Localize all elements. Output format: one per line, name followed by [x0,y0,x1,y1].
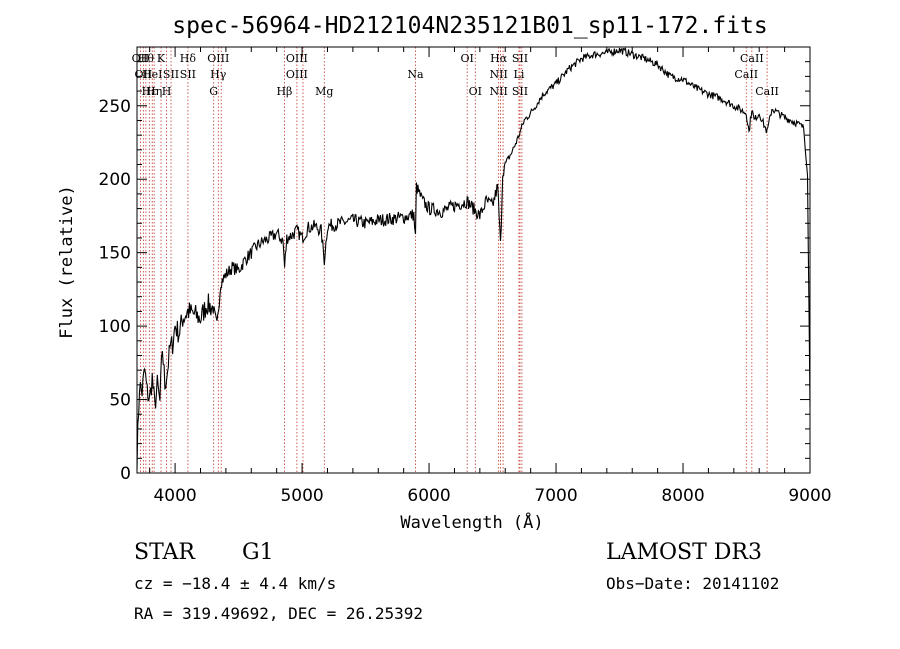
line-label: OIII [207,52,229,65]
line-label: SII [512,85,528,98]
y-tick-label: 150 [99,244,131,264]
line-label: SII [163,68,179,81]
y-axis-ticks: 0 50 100 150 200 250 [99,61,810,484]
line-label: CaII [740,52,764,65]
x-tick-label: 5000 [280,486,323,506]
line-label: OIII [286,52,308,65]
line-label: Mg [315,85,333,98]
y-tick-label: 50 [109,391,131,411]
plot-frame [136,46,811,474]
line-label: K [157,52,166,65]
y-tick-label: 0 [120,464,131,484]
line-label: NII [489,85,507,98]
line-label: NII [489,68,507,81]
line-label: Na [407,68,424,81]
y-tick-label: 100 [99,317,131,337]
line-label: OI [469,85,482,98]
line-label: Hδ [180,52,197,65]
y-tick-label: 200 [99,170,131,190]
line-label: Hγ [210,68,227,81]
x-axis-label: Wavelength (Å) [400,511,543,533]
y-axis-label: Flux (relative) [57,185,77,339]
x-tick-label: 9000 [788,486,831,506]
spectrum-line [136,47,811,471]
line-label: H [162,85,172,98]
line-label: OI [460,52,473,65]
y-tick-label: 250 [99,97,131,117]
object-subclass: G1 [242,540,274,565]
line-label: Hα [490,52,508,65]
survey-name: LAMOST DR3 [606,540,762,565]
line-label: SII [512,52,528,65]
spectral-line-markers [140,47,768,473]
line-label: OIII [286,68,308,81]
x-tick-label: 7000 [534,486,577,506]
line-label: Hβ [276,85,292,98]
line-label: G [209,85,218,98]
obs-date-text: Obs−Date: 20141102 [606,574,780,593]
spectral-line-labels: OIIOIIHθHεHeIHηKHSIIHδSIIGOIIIHγHβOIIIOI… [132,52,779,98]
chart-title: spec-56964-HD212104N235121B01_sp11-172.f… [172,13,767,39]
line-label: Hε [142,85,158,98]
x-tick-label: 8000 [661,486,704,506]
line-label: SII [180,68,196,81]
line-label: CaII [734,68,758,81]
line-label: Li [514,68,525,81]
x-tick-label: 4000 [153,486,196,506]
line-label: CaII [755,85,779,98]
coordinates-text: RA = 319.49692, DEC = 26.25392 [134,604,423,623]
redshift-text: cz = −18.4 ± 4.4 km/s [134,574,337,593]
object-class: STAR [134,540,195,565]
line-label: Hη [146,85,162,98]
x-tick-label: 6000 [407,486,450,506]
line-label: OII [134,68,152,81]
x-axis-ticks: 4000 5000 6000 7000 8000 9000 [149,47,832,506]
line-label: OII [132,52,150,65]
line-label: Hθ [138,52,155,65]
line-label: HeI [142,68,162,81]
